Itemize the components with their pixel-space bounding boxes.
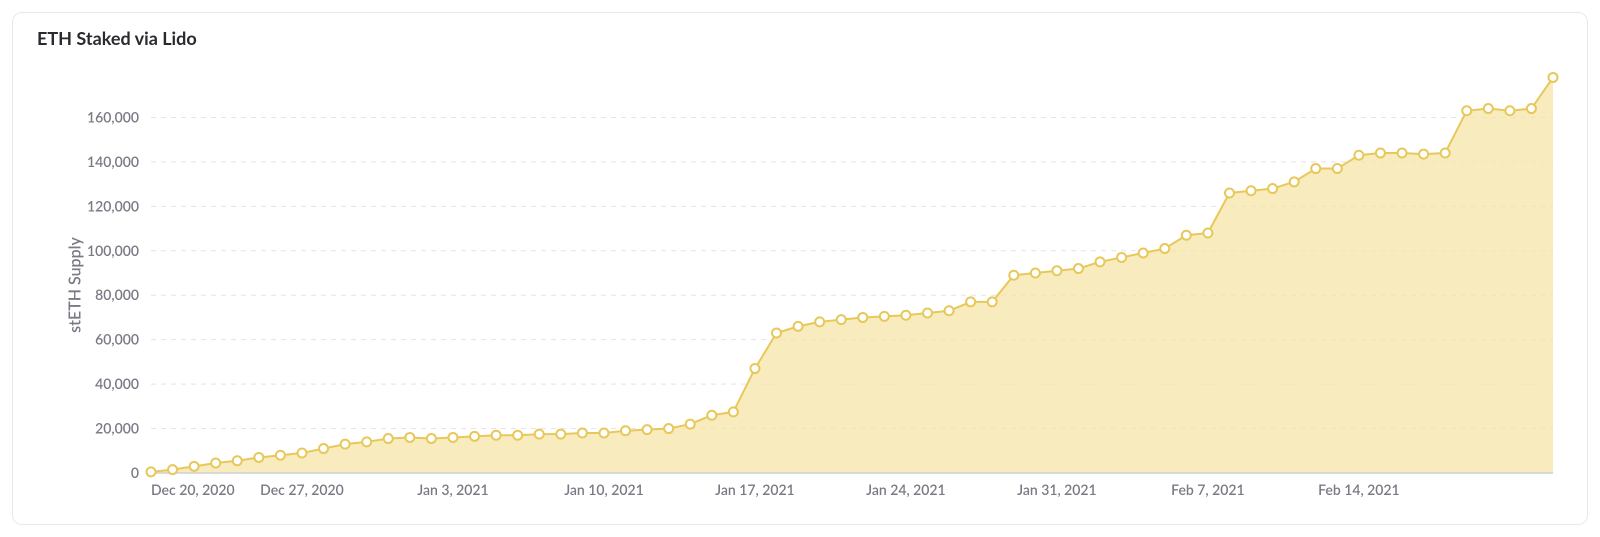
chart-area: stETH Supply 0 20,000 40,000 60,000 80,000 10…	[33, 55, 1567, 515]
svg-text:Feb 7, 2021: Feb 7, 2021	[1171, 481, 1244, 498]
svg-text:160,000: 160,000	[87, 108, 139, 125]
svg-text:Jan 17, 2021: Jan 17, 2021	[715, 481, 795, 498]
svg-text:Jan 24, 2021: Jan 24, 2021	[866, 481, 946, 498]
chart-title: ETH Staked via Lido	[37, 27, 1567, 49]
svg-text:80,000: 80,000	[95, 286, 139, 303]
svg-text:40,000: 40,000	[95, 375, 139, 392]
svg-text:140,000: 140,000	[87, 153, 139, 170]
svg-text:Dec 20, 2020: Dec 20, 2020	[151, 481, 235, 498]
y-axis-label: stETH Supply	[65, 237, 84, 333]
chart-card: ETH Staked via Lido stETH Supply 0 20,000…	[12, 12, 1588, 525]
svg-text:0: 0	[131, 464, 139, 481]
svg-text:100,000: 100,000	[87, 242, 139, 259]
svg-text:120,000: 120,000	[87, 197, 139, 214]
area-chart-svg: 0 20,000 40,000 60,000 80,000 100,000 120,000 1…	[33, 55, 1569, 515]
svg-text:Dec 27, 2020: Dec 27, 2020	[260, 481, 344, 498]
svg-text:Jan 31, 2021: Jan 31, 2021	[1017, 481, 1097, 498]
svg-text:Jan 10, 2021: Jan 10, 2021	[564, 481, 644, 498]
svg-text:Jan 3, 2021: Jan 3, 2021	[417, 481, 488, 498]
svg-text:20,000: 20,000	[95, 420, 139, 437]
svg-text:60,000: 60,000	[95, 331, 139, 348]
svg-text:Feb 14, 2021: Feb 14, 2021	[1318, 481, 1400, 498]
